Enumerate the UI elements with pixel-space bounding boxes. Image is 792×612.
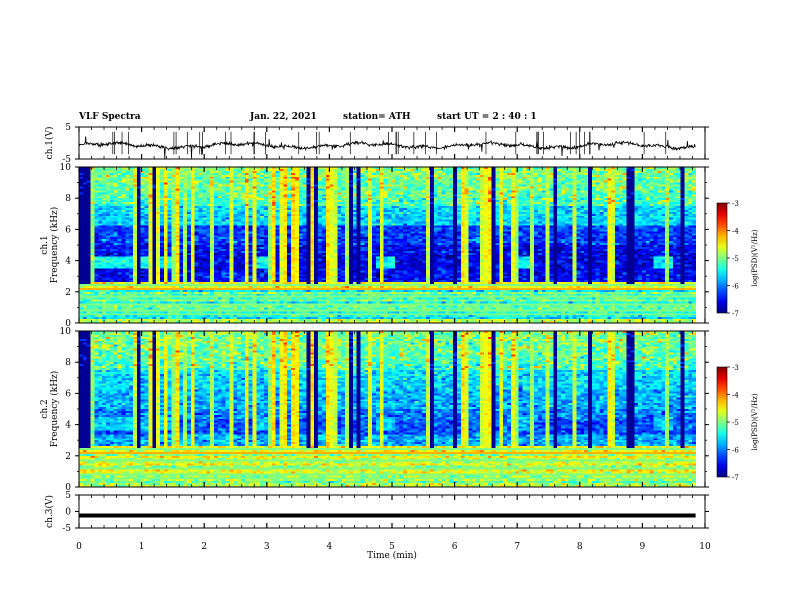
colorbar-tick-label: -4: [732, 228, 739, 236]
y-tick-label: 2: [65, 288, 71, 298]
ch1-voltage-line: [78, 136, 696, 159]
y-tick-label: 5: [65, 491, 71, 501]
colorbar-tick-label: -5: [732, 255, 739, 263]
colorbar-tick-label: -7: [732, 474, 739, 482]
y-tick-label: 8: [65, 358, 71, 368]
x-tick-label: 0: [76, 542, 82, 552]
y-tick-label: 5: [65, 123, 71, 133]
colorbar-tick-label: -3: [732, 364, 739, 372]
ch1-voltage-ylabel: ch.1(V): [44, 127, 55, 160]
colorbar-2: [716, 366, 728, 478]
ch1-spectrogram-ylabel-unit: Frequency (kHz): [49, 207, 60, 284]
figure-title: VLF Spectra: [79, 112, 141, 122]
y-tick-label: 0: [65, 483, 71, 493]
x-tick-label: 9: [640, 542, 646, 552]
x-axis-label: Time (min): [367, 550, 417, 561]
y-tick-label: 10: [60, 163, 72, 173]
x-tick-label: 8: [577, 542, 583, 552]
ch2-spectrogram-image: [79, 331, 696, 487]
y-tick-label: 4: [65, 257, 71, 267]
x-tick-label: 7: [514, 542, 520, 552]
ch1-spectrogram-image: [79, 167, 696, 323]
colorbar-tick-label: -6: [732, 447, 739, 455]
x-tick-label: 4: [327, 542, 333, 552]
ch1-spectrogram-ylabel-channel: ch.1: [40, 235, 50, 254]
x-tick-label: 5: [389, 542, 395, 552]
y-tick-label: 2: [65, 452, 71, 462]
x-tick-label: 1: [139, 542, 145, 552]
y-tick-label: 6: [65, 225, 71, 235]
y-tick-label: 0: [65, 508, 71, 518]
x-tick-label: 6: [452, 542, 458, 552]
x-tick-label: 3: [264, 542, 270, 552]
colorbar-tick-label: -5: [732, 419, 739, 427]
colorbar-tick-label: -4: [732, 392, 739, 400]
y-tick-label: 6: [65, 389, 71, 399]
ch3-voltage-ylabel: ch.3(V): [44, 495, 55, 528]
colorbar-2-label: log(PSD)(V²/Hz): [751, 393, 759, 450]
x-tick-label: 2: [201, 542, 207, 552]
ch2-spectrogram-ylabel-channel: ch.2: [40, 399, 50, 418]
colorbar-1-label: log(PSD)(V²/Hz): [751, 229, 759, 286]
colorbar-tick-label: -7: [732, 310, 739, 318]
x-tick-label: 10: [699, 542, 711, 552]
y-tick-label: 10: [60, 327, 72, 337]
start-time-label: start UT = 2 : 40 : 1: [437, 112, 537, 122]
y-tick-label: 0: [65, 319, 71, 329]
date-label: Jan. 22, 2021: [250, 112, 317, 122]
colorbar-tick-label: -6: [732, 283, 739, 291]
y-tick-label: 4: [65, 421, 71, 431]
y-tick-label: -5: [62, 155, 71, 165]
ch2-spectrogram-ylabel-unit: Frequency (kHz): [49, 371, 60, 448]
station-label: station= ATH: [343, 112, 411, 122]
colorbar-tick-label: -3: [732, 200, 739, 208]
colorbar-1: [716, 202, 728, 314]
y-tick-label: 8: [65, 194, 71, 204]
y-tick-label: -5: [62, 524, 71, 534]
